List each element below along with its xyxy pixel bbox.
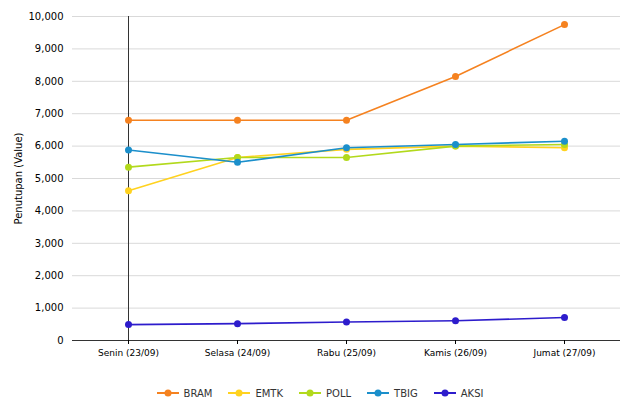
- svg-text:Rabu (25/09): Rabu (25/09): [317, 348, 376, 358]
- svg-text:2,000: 2,000: [35, 270, 64, 281]
- html-text:AKSI: AKSI: [460, 387, 484, 399]
- svg-text:Penutupan (Value): Penutupan (Value): [13, 132, 24, 224]
- svg-text:Selasa (24/09): Selasa (24/09): [205, 348, 270, 358]
- svg-text:8,000: 8,000: [35, 76, 64, 87]
- svg-text:1,000: 1,000: [35, 302, 64, 313]
- svg-text:0: 0: [57, 335, 63, 346]
- html-text:BRAM: BRAM: [183, 387, 213, 399]
- html-text:EMTK: EMTK: [255, 387, 283, 399]
- svg-text:9,000: 9,000: [35, 43, 64, 54]
- html-text:TBIG: TBIG: [394, 387, 418, 399]
- svg-text:Jumat (27/09): Jumat (27/09): [533, 348, 596, 358]
- svg-text:5,000: 5,000: [35, 173, 64, 184]
- svg-text:Kamis (26/09): Kamis (26/09): [424, 348, 487, 358]
- svg-text:6,000: 6,000: [35, 140, 64, 151]
- svg-text:Senin (23/09): Senin (23/09): [98, 348, 159, 358]
- svg-text:4,000: 4,000: [35, 205, 64, 216]
- svg-text:7,000: 7,000: [35, 108, 64, 119]
- svg-text:3,000: 3,000: [35, 238, 64, 249]
- html-text:POLL: POLL: [326, 387, 352, 399]
- svg-text:10,000: 10,000: [29, 11, 64, 22]
